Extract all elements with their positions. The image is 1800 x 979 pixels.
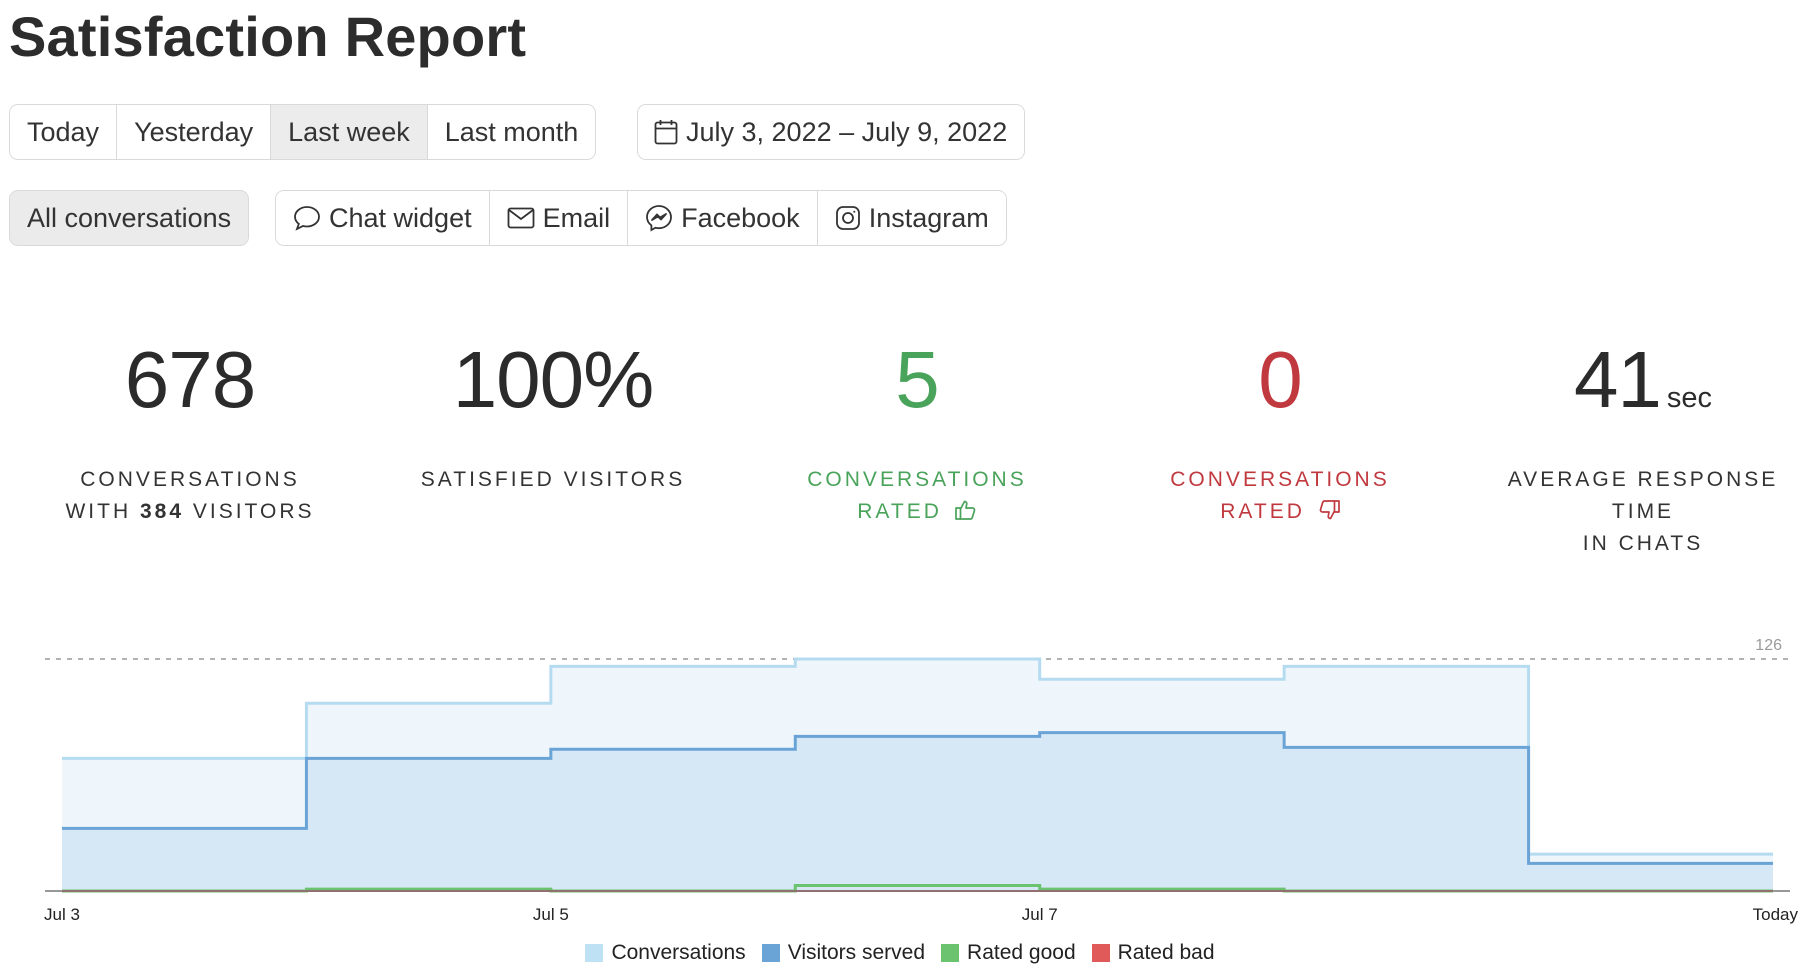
response-time-unit: sec — [1666, 382, 1713, 414]
stat-label-text: CONVERSATIONS — [80, 468, 300, 491]
legend-label: Rated good — [967, 941, 1076, 964]
channel-email[interactable]: Email — [489, 191, 629, 245]
channel-selector: Chat widget Email Facebook — [275, 190, 1007, 246]
channel-facebook[interactable]: Facebook — [628, 191, 818, 245]
legend-swatch — [941, 944, 960, 962]
legend-item-rated-bad[interactable]: Rated bad — [1091, 941, 1215, 965]
envelope-icon — [507, 207, 535, 229]
tab-label: Yesterday — [134, 116, 254, 147]
tab-last-week[interactable]: Last week — [271, 105, 428, 159]
stat-value: 41 sec — [1493, 340, 1793, 422]
legend-item-rated-good[interactable]: Rated good — [941, 941, 1076, 965]
legend-swatch — [585, 944, 604, 962]
tab-last-month[interactable]: Last month — [427, 105, 596, 159]
legend-item-conversations[interactable]: Conversations — [585, 941, 746, 965]
series-conversations-line — [62, 657, 1773, 856]
channel-label: Chat widget — [329, 202, 472, 233]
stat-value: 100% — [452, 335, 655, 424]
tab-label: Last week — [288, 116, 410, 147]
visitors-count: 384 — [139, 500, 185, 523]
tab-today[interactable]: Today — [10, 105, 118, 159]
x-tick-label: Jul 7 — [1022, 905, 1058, 924]
response-time-value: 41 — [1573, 335, 1662, 424]
series-visitors-served-area — [62, 732, 1773, 891]
stat-label-text: CONVERSATIONS — [807, 468, 1027, 491]
channel-label: Instagram — [868, 202, 989, 233]
channel-label: Facebook — [681, 202, 800, 233]
channel-label: Email — [542, 202, 611, 233]
stat-value: 0 — [1258, 335, 1303, 424]
legend-label: Visitors served — [787, 941, 926, 964]
date-range-picker: July 3, 2022 – July 9, 2022 — [637, 104, 1026, 160]
legend-label: Rated bad — [1117, 941, 1215, 964]
stat-rated-good: 5 CONVERSATIONS RATED — [767, 340, 1067, 531]
series-visitors-served-line — [62, 731, 1773, 865]
stat-label-text: CONVERSATIONS — [1170, 468, 1390, 491]
all-conversations-label: All conversations — [27, 202, 232, 233]
x-tick-label: Today — [1753, 905, 1799, 924]
stat-label-text: RATED — [1220, 500, 1305, 523]
chart-legend: Conversations Visitors served Rated good… — [0, 941, 1800, 965]
stat-conversations: 678 CONVERSATIONS WITH 384 VISITORS — [40, 340, 340, 528]
stat-label-text: VISITORS — [192, 500, 315, 523]
legend-item-visitors-served[interactable]: Visitors served — [761, 941, 926, 965]
calendar-icon — [654, 119, 678, 145]
messenger-icon — [645, 204, 673, 232]
all-conversations-toggle: All conversations — [9, 190, 250, 246]
stat-label-text: IN CHATS — [1582, 532, 1704, 555]
legend-label: Conversations — [611, 941, 746, 964]
stat-value: 5 — [895, 335, 940, 424]
stat-value: 678 — [124, 335, 256, 424]
stat-satisfied-visitors: 100% SATISFIED VISITORS — [403, 340, 703, 496]
channel-chat-widget[interactable]: Chat widget — [276, 191, 490, 245]
stat-label: CONVERSATIONS RATED — [1130, 464, 1430, 531]
tab-label: Today — [27, 116, 100, 147]
max-value-label: 126 — [1755, 637, 1782, 654]
thumbs-up-icon — [954, 499, 977, 531]
period-selector: Today Yesterday Last week Last month — [9, 104, 597, 160]
legend-swatch — [761, 944, 780, 962]
stat-rated-bad: 0 CONVERSATIONS RATED — [1130, 340, 1430, 531]
date-range-button[interactable]: July 3, 2022 – July 9, 2022 — [638, 105, 1025, 159]
channel-instagram[interactable]: Instagram — [817, 191, 1006, 245]
chat-bubble-icon — [293, 205, 321, 231]
tab-yesterday[interactable]: Yesterday — [117, 105, 272, 159]
step-area-chart: 126 Jul 3 Jul 5 Jul 7 Today — [44, 637, 1799, 924]
activity-chart: 126 Jul 3 Jul 5 Jul 7 Today — [0, 630, 1800, 930]
stat-label-text: RATED — [857, 500, 942, 523]
stat-label-text: AVERAGE RESPONSE TIME — [1507, 468, 1779, 523]
x-tick-label: Jul 5 — [533, 905, 569, 924]
tab-label: Last month — [444, 116, 579, 147]
date-range-label: July 3, 2022 – July 9, 2022 — [686, 116, 1008, 147]
stat-label: SATISFIED VISITORS — [420, 468, 686, 491]
all-conversations-button[interactable]: All conversations — [10, 191, 249, 245]
page-title: Satisfaction Report — [9, 5, 527, 68]
stat-label-text: WITH — [65, 500, 132, 523]
stat-label: CONVERSATIONS WITH 384 VISITORS — [40, 464, 340, 528]
legend-swatch — [1091, 944, 1110, 962]
stat-label: CONVERSATIONS RATED — [767, 464, 1067, 531]
instagram-icon — [835, 205, 861, 231]
thumbs-down-icon — [1318, 499, 1340, 531]
stat-label: AVERAGE RESPONSE TIME IN CHATS — [1493, 464, 1793, 560]
stat-average-response-time: 41 sec AVERAGE RESPONSE TIME IN CHATS — [1493, 340, 1793, 560]
x-tick-label: Jul 3 — [44, 905, 80, 924]
